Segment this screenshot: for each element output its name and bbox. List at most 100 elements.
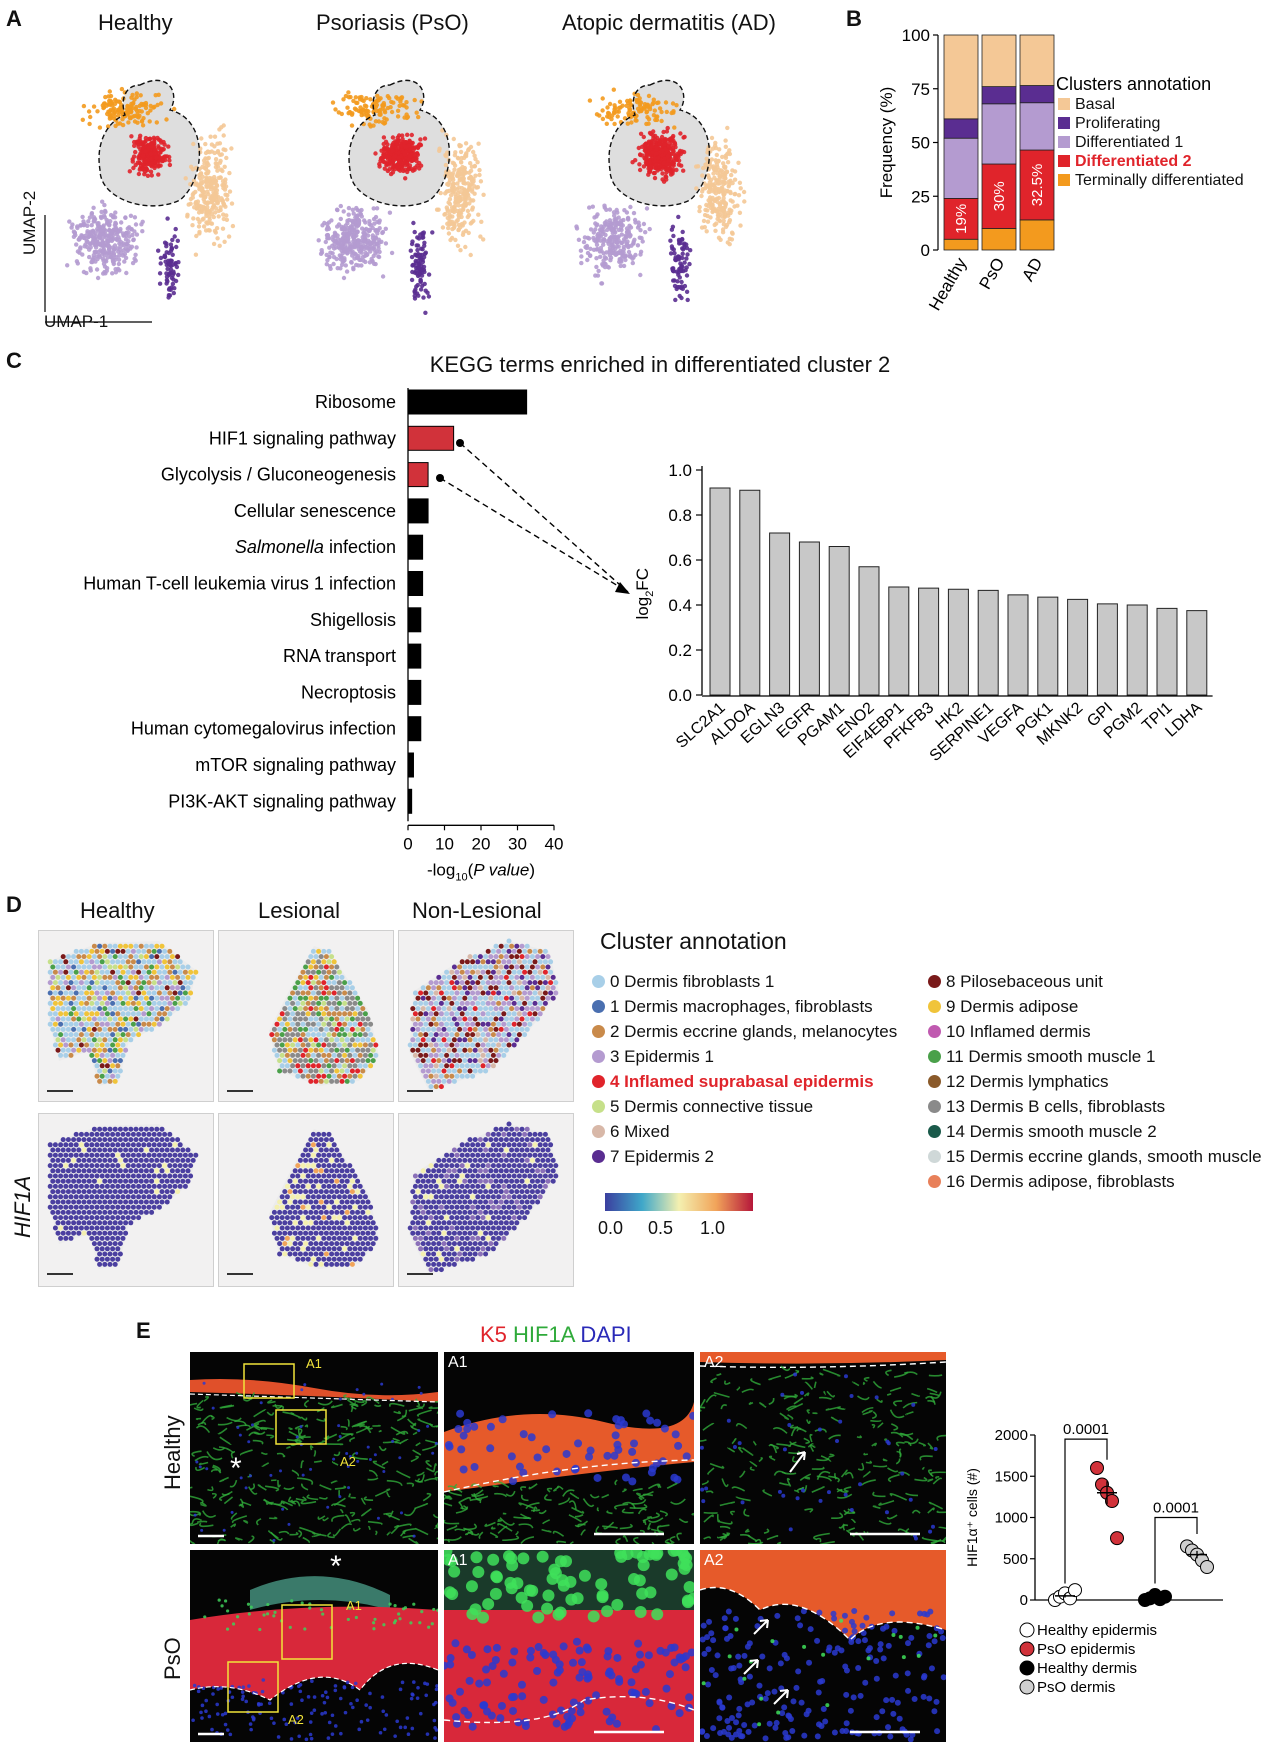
cluster-label: 6 Mixed <box>610 1122 670 1141</box>
cluster-color-dot <box>592 1025 605 1038</box>
row-label-pso: PsO <box>160 1637 185 1680</box>
e-legend-marker <box>1019 1641 1035 1657</box>
umap-title-ad: Atopic dermatitis (AD) <box>562 10 776 35</box>
c-bar <box>407 571 424 596</box>
cluster-color-dot <box>928 1000 941 1013</box>
colorbar-tick-0: 0.0 <box>598 1218 624 1238</box>
cluster-label: 4 Inflamed suprabasal epidermis <box>610 1072 874 1091</box>
c-bar <box>407 679 422 705</box>
cluster-color-dot <box>592 1150 605 1163</box>
c2-bar <box>1126 604 1148 696</box>
e-legend-item: PsO epidermis <box>1037 1641 1135 1658</box>
c2-bar <box>858 566 880 696</box>
e-legend-marker <box>1019 1679 1035 1695</box>
e-pvalue: 0.0001 <box>1063 1421 1109 1438</box>
c2-bar <box>1186 610 1208 696</box>
c2-bar <box>739 489 761 696</box>
b-bar-segment <box>943 197 979 240</box>
e-ytick: 2000 <box>995 1427 1028 1444</box>
c-category-label: Cellular senescence <box>234 501 396 521</box>
cluster-legend-item: 1 Dermis macrophages, fibroblasts <box>592 997 873 1017</box>
asterisk-healthy: * <box>230 1452 242 1485</box>
colorbar-tick-2: 1.0 <box>700 1218 726 1238</box>
row-label-healthy: Healthy <box>160 1415 185 1490</box>
b-bar-segment <box>1019 219 1055 251</box>
e-legend-item: Healthy epidermis <box>1037 1622 1157 1639</box>
b-bar-label: 19% <box>953 204 970 234</box>
c-category-label: Human cytomegalovirus infection <box>131 719 396 739</box>
connector-glycolysis <box>439 477 629 593</box>
b-bar-label: 30% <box>991 181 1008 211</box>
c-bar <box>407 498 429 524</box>
cluster-label: 5 Dermis connective tissue <box>610 1097 814 1116</box>
stain-legend: K5 HIF1A DAPI <box>480 1322 632 1348</box>
cluster-color-dot <box>592 1075 605 1088</box>
b-ytick: 0 <box>921 241 930 260</box>
c-category-label: Necroptosis <box>301 682 396 702</box>
micrograph-healthy-overview: * A1 A2 <box>190 1352 438 1544</box>
cluster-color-dot <box>928 1025 941 1038</box>
b-category-label: PsO <box>975 255 1008 293</box>
connector-arrowhead <box>615 582 630 594</box>
box-label-a2-healthy: A2 <box>340 1454 356 1469</box>
b-legend-title: Clusters annotation <box>1056 74 1211 94</box>
cluster-label: 10 Inflamed dermis <box>946 1022 1091 1041</box>
c-bar <box>407 607 422 633</box>
panel-label-a: A <box>6 6 22 31</box>
c-bar <box>407 534 424 560</box>
spatial-nonlesional-clusters <box>398 930 574 1102</box>
b-bar-segment <box>943 118 979 139</box>
e-legend-item: Healthy dermis <box>1037 1660 1137 1677</box>
b-bar-segment <box>981 34 1017 87</box>
c2-ytick: 0.2 <box>668 641 692 660</box>
c2-bar <box>769 532 791 696</box>
c-category-label: Glycolysis / Gluconeogenesis <box>161 465 396 485</box>
c2-bar <box>947 588 969 696</box>
cluster-color-dot <box>592 975 605 988</box>
micrograph-pso-a2: A2 <box>700 1550 946 1742</box>
e-legend-marker <box>1019 1660 1035 1676</box>
inset-label-healthy-a1: A1 <box>448 1354 468 1371</box>
c2-bar <box>918 587 940 696</box>
box-label-a1-pso: A1 <box>346 1598 362 1613</box>
b-legend-swatch <box>1058 136 1070 148</box>
cluster-legend-item: 9 Dermis adipose <box>928 997 1078 1017</box>
e-pvalue: 0.0001 <box>1153 1500 1199 1517</box>
box-label-a1-healthy: A1 <box>306 1356 322 1371</box>
colorbar-tick-1: 0.5 <box>648 1218 674 1238</box>
cluster-legend-item: 2 Dermis eccrine glands, melanocytes <box>592 1022 897 1042</box>
connector-hif1 <box>459 442 629 593</box>
c-bar <box>407 389 528 415</box>
cluster-color-dot <box>928 1125 941 1138</box>
spatial-healthy-clusters <box>38 930 214 1102</box>
spatial-col-lesional: Lesional <box>258 898 340 923</box>
umap-ad <box>574 79 747 303</box>
cluster-label: 11 Dermis smooth muscle 1 <box>946 1047 1156 1066</box>
spatial-col-nonlesional: Non-Lesional <box>412 898 542 923</box>
spatial-col-healthy: Healthy <box>80 898 155 923</box>
panel-label-e: E <box>136 1318 151 1343</box>
cluster-color-dot <box>928 1175 941 1188</box>
cluster-label: 14 Dermis smooth muscle 2 <box>946 1122 1157 1141</box>
e-ytick: 0 <box>1020 1592 1028 1609</box>
cluster-label: 9 Dermis adipose <box>946 997 1079 1016</box>
hif1a-colorbar <box>605 1193 753 1211</box>
b-bar-segment <box>981 228 1017 251</box>
cluster-label: 16 Dermis adipose, fibroblasts <box>946 1172 1175 1191</box>
b-legend-swatch <box>1058 117 1070 129</box>
umap-title-pso: Psoriasis (PsO) <box>316 10 469 35</box>
connector-dot-hif1 <box>456 439 464 447</box>
e-ytick: 1000 <box>995 1510 1028 1527</box>
spatial-lesional-clusters <box>218 930 394 1102</box>
c-category-label: RNA transport <box>283 646 396 666</box>
umap2-label: UMAP-2 <box>20 190 39 255</box>
b-legend-item: Basal <box>1075 96 1115 113</box>
b-bar-segment <box>943 238 979 251</box>
stain-hif1a: HIF1A <box>513 1322 575 1347</box>
c-category-label: Salmonella infection <box>235 537 396 557</box>
b-bar-segment <box>1019 102 1055 151</box>
cluster-legend-item: 7 Epidermis 2 <box>592 1147 714 1167</box>
c2-bar <box>1007 594 1029 696</box>
b-bar-segment <box>981 103 1017 165</box>
b-ylabel: Frequency (%) <box>877 87 896 198</box>
